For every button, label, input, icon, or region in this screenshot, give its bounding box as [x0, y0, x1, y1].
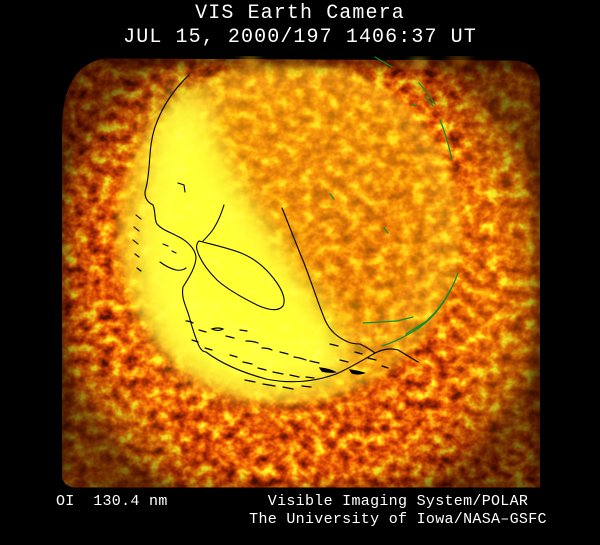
svg-text:JUL 15, 2000/197 1406:37 UT: JUL 15, 2000/197 1406:37 UT: [123, 26, 477, 49]
svg-text:The University of Iowa/NASA–GS: The University of Iowa/NASA–GSFC: [249, 511, 547, 528]
svg-text:VIS Earth Camera: VIS Earth Camera: [195, 2, 405, 25]
svg-text:Visible Imaging System/POLAR: Visible Imaging System/POLAR: [268, 493, 528, 510]
svg-text:OI 130.4 nm: OI 130.4 nm: [56, 493, 168, 510]
